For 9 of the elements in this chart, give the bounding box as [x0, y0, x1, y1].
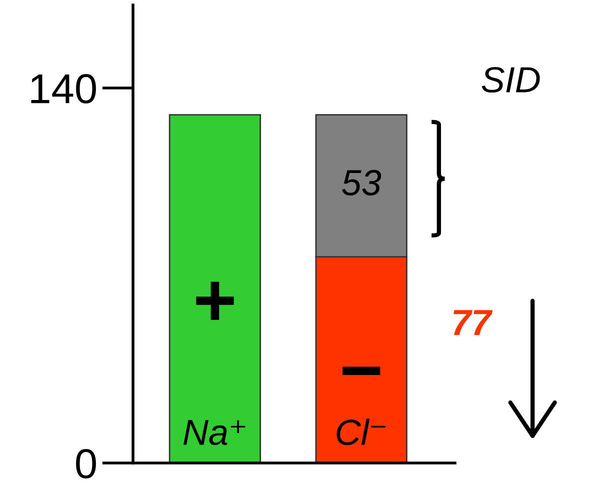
text: SID — [482, 66, 540, 93]
data-label: 53 — [342, 170, 382, 196]
y-tick-label: 140 — [31, 74, 96, 104]
x-tick-label: Na⁺ — [183, 420, 246, 446]
x-tick-label: Cl⁻ — [336, 418, 386, 446]
annotation: − — [342, 366, 380, 375]
annotation: + — [196, 282, 234, 320]
annotation: 77 — [454, 310, 493, 335]
y-tick-label: 0 — [76, 449, 96, 479]
